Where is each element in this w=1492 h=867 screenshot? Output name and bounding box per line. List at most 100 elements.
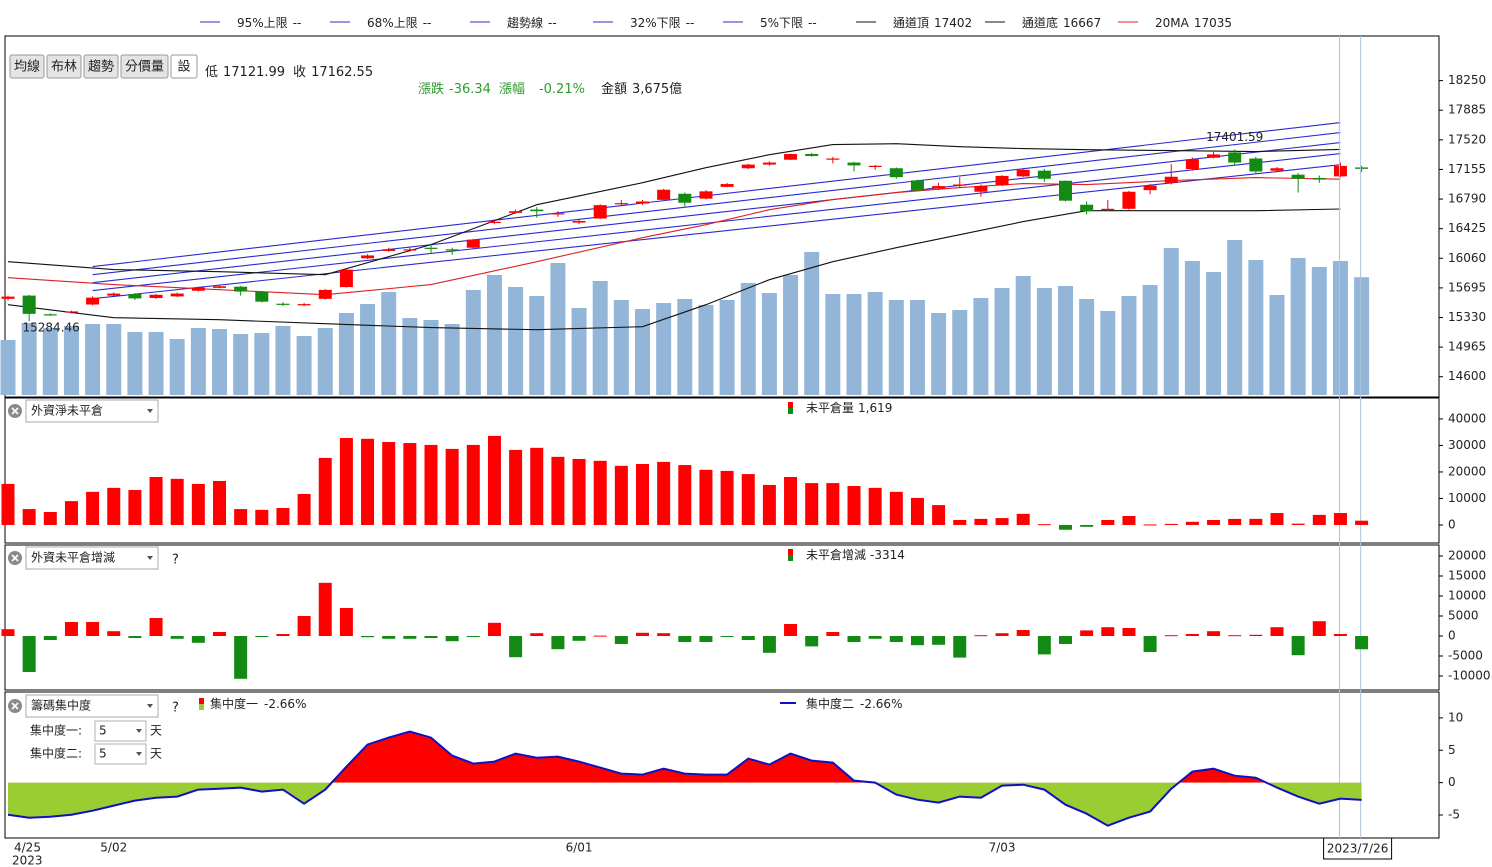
setting-input[interactable]: 5 [94,743,147,765]
candle-body [1312,177,1326,180]
low-label: 低 [205,64,218,80]
candle-body [910,180,924,191]
button-label[interactable]: 布林 [51,60,77,75]
bar [1333,513,1347,525]
y-tick-label: 17885 [1448,103,1486,117]
legend-label[interactable]: 95%上限 -- [237,16,301,30]
y-tick-label: 20000 [1448,549,1486,563]
bar [1037,636,1051,655]
volume-bar [1121,295,1137,395]
legend-icon-up [199,698,204,704]
candle-body [1101,208,1115,210]
volume-bar [740,283,756,395]
bar [1122,515,1136,525]
info-change-label: 漲跌 [418,81,444,97]
volume-bar [1354,277,1370,395]
legend-icon-down [788,555,793,561]
dropdown-box[interactable] [25,546,159,570]
indicator-selector[interactable]: 外資淨未平倉 [8,399,159,423]
candle-body [657,189,671,200]
bar [1059,524,1072,530]
bar [1270,513,1284,525]
volume-bar [825,293,841,395]
candle-body [741,164,755,169]
indicator-selector[interactable]: 籌碼集中度 [8,694,159,718]
y-tick-label: 15330 [1448,310,1486,324]
input-box[interactable] [94,720,147,742]
setting-label: 集中度一: [30,723,82,738]
volume-bar [444,324,460,395]
candle-body [487,221,501,223]
bar [741,474,755,525]
legend-name: 20MA [1155,16,1190,30]
volume-bar [1079,298,1095,395]
legend-value: 16667 [1063,16,1101,30]
button-face[interactable] [9,54,45,79]
bar [805,636,819,647]
bar [43,511,57,525]
volume-bar [909,299,925,395]
area-positive [8,731,1362,783]
bar [1312,621,1326,636]
volume-bar [254,333,270,395]
bar [699,469,713,525]
legend-label[interactable]: 20MA 17035 [1155,16,1232,30]
indicator-selector[interactable]: 外資未平倉增減 [8,546,159,570]
toolbar-button[interactable]: 均線 [9,54,45,79]
bar [170,636,184,639]
bar [22,509,36,525]
dropdown-box[interactable] [25,694,159,718]
volume-bar [761,293,777,395]
candle-body [1228,152,1242,163]
toolbar-button[interactable]: 趨勢 [83,54,119,79]
bar [297,616,311,636]
legend-label[interactable]: 5%下限 -- [760,16,817,30]
indicator-line [92,132,1341,276]
bar [551,456,565,525]
toolbar-button[interactable]: 布林 [46,54,82,79]
button-label[interactable]: 設 [177,59,190,75]
legend-icon-down [199,704,204,710]
help-icon[interactable]: ? [172,701,179,716]
y-tick-label: 10000 [1448,491,1486,505]
button-label[interactable]: 均線 [14,59,40,75]
button-label[interactable]: 趨勢 [88,60,114,75]
volume-bar [465,289,481,395]
button-face[interactable] [170,54,198,79]
bar [572,458,586,525]
volume-bar [529,295,545,395]
line [7,730,1362,827]
x-tick-label: 4/25 [14,841,41,855]
input-box[interactable] [94,743,147,765]
legend-label[interactable]: 通道底 16667 [1022,15,1101,30]
dropdown-arrow [147,704,153,708]
candle-body [1164,176,1178,183]
button-label[interactable]: 分價量 [125,60,164,75]
setting-input[interactable]: 5 [94,720,147,742]
toolbar-button[interactable]: 分價量 [120,54,169,79]
bar [1249,518,1263,525]
legend-icon-up [788,402,793,408]
bar [339,608,353,636]
button-face[interactable] [120,54,169,79]
legend-name: 32%下限 [630,16,681,30]
toolbar-button[interactable]: 設 [170,54,198,79]
bar [720,636,734,637]
button-face[interactable] [46,54,82,79]
legend-label[interactable]: 趨勢線 -- [507,15,557,30]
volume-bar [1290,258,1306,395]
candle-body [1080,204,1094,212]
legend-label[interactable]: 68%上限 -- [367,16,431,30]
info-change: -36.34 [449,82,491,97]
candle-body [995,175,1009,186]
dropdown-text: 外資淨未平倉 [31,403,103,418]
legend-label[interactable]: 32%下限 -- [630,16,694,30]
button-face[interactable] [83,54,119,79]
legend-label[interactable]: 通道頂 17402 [893,15,972,30]
help-icon[interactable]: ? [172,553,179,568]
bar [657,461,671,525]
dropdown-box[interactable] [25,399,159,423]
bar [551,636,565,650]
candle-body [720,184,734,187]
